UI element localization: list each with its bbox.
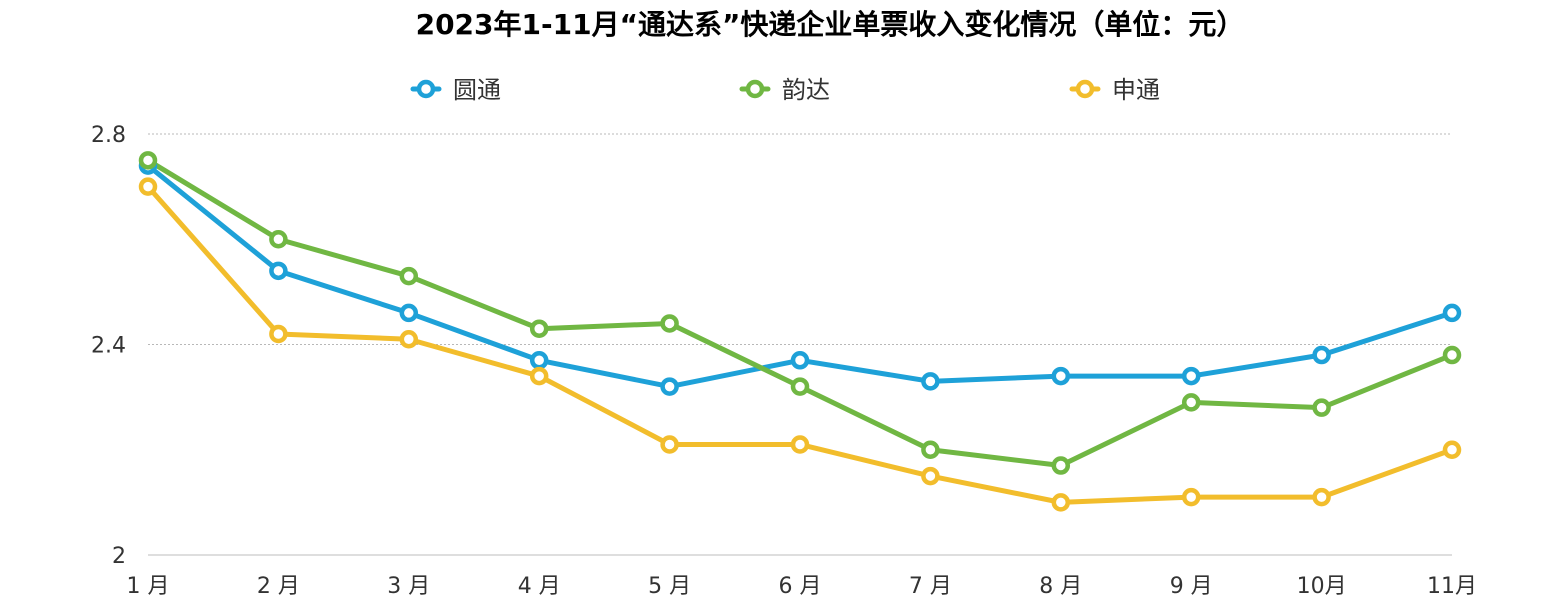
- grid: [148, 133, 1452, 556]
- y-axis-ticks: 2 2.4 2.8: [91, 123, 126, 569]
- data-point: [921, 440, 940, 459]
- x-tick-label: 7 月: [909, 574, 952, 599]
- y-tick-label: 2.4: [91, 334, 126, 359]
- data-point: [1051, 456, 1071, 475]
- data-point: [660, 377, 679, 396]
- data-point: [138, 177, 158, 196]
- series-2-points: [138, 151, 1462, 475]
- data-point: [138, 151, 158, 170]
- chart-title: 2023年1-11月“通达系”快递企业单票收入变化情况（单位：元）: [416, 8, 1245, 41]
- data-point: [1181, 393, 1201, 412]
- data-point: [921, 466, 940, 486]
- data-point: [269, 261, 288, 281]
- data-point: [790, 435, 810, 454]
- data-point: [529, 319, 549, 338]
- legend-label: 申通: [1112, 76, 1160, 104]
- x-tick-label: 8 月: [1039, 574, 1082, 599]
- x-tick-label: 5 月: [648, 574, 691, 599]
- data-point: [529, 351, 549, 370]
- legend-label: 韵达: [782, 76, 830, 104]
- x-tick-label: 9 月: [1170, 574, 1213, 599]
- legend: 圆通 韵达 申通: [410, 76, 1160, 104]
- y-tick-label: 2.8: [91, 123, 126, 148]
- data-point: [1181, 366, 1201, 386]
- data-point: [399, 303, 419, 323]
- legend-swatch-marker: [745, 79, 765, 99]
- series-1-points: [138, 156, 1462, 396]
- legend-swatch-marker: [416, 79, 436, 99]
- data-point: [660, 435, 679, 454]
- data-point: [529, 366, 549, 386]
- legend-item: 申通: [1069, 76, 1160, 104]
- data-point: [1442, 345, 1462, 365]
- data-point: [1051, 366, 1071, 386]
- data-point: [1312, 398, 1331, 417]
- data-point: [399, 266, 419, 286]
- data-point: [399, 329, 419, 349]
- data-point: [790, 377, 810, 396]
- x-tick-label: 4 月: [518, 574, 561, 599]
- x-axis-ticks: 1 月 2 月 3 月 4 月 5 月 6 月 7 月 8 月 9 月 10月 11月: [127, 574, 1478, 599]
- legend-item: 韵达: [739, 76, 830, 104]
- data-point: [1442, 440, 1462, 459]
- x-tick-label: 2 月: [257, 574, 300, 599]
- data-point: [269, 324, 288, 344]
- data-point: [1312, 345, 1331, 365]
- data-point: [921, 372, 940, 391]
- series-layer: [138, 151, 1462, 512]
- data-point: [1312, 487, 1331, 507]
- x-tick-label: 1 月: [127, 574, 170, 599]
- series-3-points: [138, 177, 1462, 512]
- legend-label: 圆通: [453, 76, 501, 104]
- x-tick-label: 6 月: [779, 574, 822, 599]
- x-tick-label: 11月: [1427, 574, 1477, 599]
- y-tick-label: 2: [112, 544, 126, 569]
- data-point: [660, 314, 679, 333]
- data-point: [790, 351, 810, 370]
- series-2: [145, 157, 1455, 469]
- legend-item: 圆通: [410, 76, 501, 104]
- data-point: [1442, 303, 1462, 323]
- x-tick-label: 10月: [1297, 574, 1347, 599]
- x-tick-label: 3 月: [387, 574, 430, 599]
- data-point: [1051, 493, 1071, 512]
- data-point: [1181, 487, 1201, 507]
- legend-swatch-marker: [1075, 79, 1095, 99]
- series-line: [145, 157, 1455, 469]
- data-point: [269, 230, 288, 249]
